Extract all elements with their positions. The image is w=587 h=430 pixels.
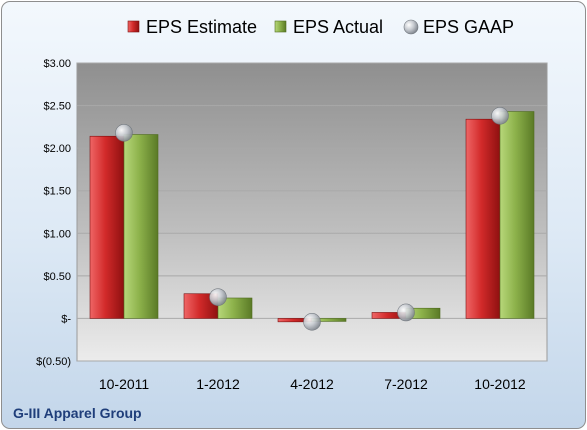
y-tick-label: $(0.50) bbox=[36, 356, 71, 368]
x-axis-labels: 10-2011 1-2012 4-2012 7-2012 10-2012 bbox=[99, 376, 526, 392]
y-tick-label: $2.50 bbox=[43, 101, 71, 113]
bar-eps-actual-10-2012 bbox=[499, 111, 535, 319]
y-tick-label: $1.00 bbox=[43, 228, 71, 240]
legend-label: EPS Actual bbox=[293, 17, 383, 37]
y-tick-label: $3.00 bbox=[43, 58, 71, 70]
legend-swatch bbox=[274, 20, 287, 33]
y-tick-label: $1.50 bbox=[43, 186, 71, 198]
marker-eps-gaap-1-2012 bbox=[209, 288, 227, 306]
x-tick-label: 7-2012 bbox=[384, 376, 428, 392]
y-tick-label: $0.50 bbox=[43, 271, 71, 283]
legend-swatch bbox=[403, 19, 419, 35]
company-name: G-III Apparel Group bbox=[13, 405, 142, 421]
y-axis-labels: $3.00 $2.50 $2.00 $1.50 $1.00 $0.50 $- $(0.50) bbox=[36, 58, 71, 368]
legend-label: EPS GAAP bbox=[423, 17, 514, 37]
bar-eps-estimate-10-2011 bbox=[89, 135, 125, 319]
marker-eps-gaap-7-2012 bbox=[397, 303, 415, 322]
legend-label: EPS Estimate bbox=[146, 17, 257, 37]
legend-swatch bbox=[127, 20, 140, 33]
marker-eps-gaap-4-2012 bbox=[303, 313, 321, 331]
gaap-markers bbox=[115, 106, 509, 331]
marker-eps-gaap-10-2011 bbox=[115, 124, 133, 142]
bars bbox=[89, 111, 535, 323]
marker-eps-gaap-10-2012 bbox=[491, 106, 509, 125]
y-tick-label: $2.00 bbox=[43, 143, 71, 155]
legend: EPS Estimate EPS Actual EPS GAAP bbox=[127, 17, 514, 37]
x-tick-label: 10-2012 bbox=[474, 376, 526, 392]
bar-eps-actual-10-2011 bbox=[123, 134, 159, 319]
x-tick-label: 10-2011 bbox=[99, 376, 150, 392]
bar-eps-actual-1-2012 bbox=[217, 297, 253, 319]
y-tick-label: $- bbox=[61, 313, 71, 325]
bar-eps-estimate-10-2012 bbox=[465, 118, 501, 319]
x-tick-label: 1-2012 bbox=[196, 376, 240, 392]
x-tick-label: 4-2012 bbox=[290, 376, 334, 392]
